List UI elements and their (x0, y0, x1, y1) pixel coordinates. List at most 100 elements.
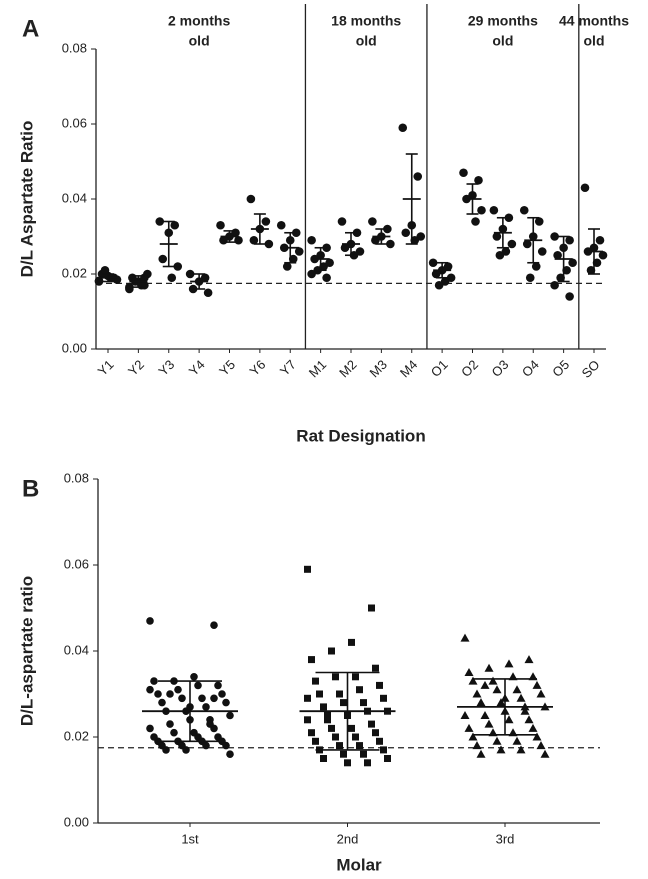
x-tick-label: Y6 (247, 357, 269, 379)
point (182, 746, 190, 754)
y-tick-label: 0.04 (62, 190, 87, 205)
y-tick-label: 0.00 (62, 340, 87, 355)
x-tick-label: Y4 (186, 357, 208, 379)
x-tick-label: M1 (306, 357, 329, 380)
point (372, 729, 379, 737)
point (568, 258, 577, 268)
point (336, 742, 343, 750)
point (146, 685, 154, 694)
point (146, 617, 154, 625)
point (376, 681, 383, 689)
point (431, 269, 441, 279)
point (348, 724, 355, 732)
point (489, 205, 499, 215)
point (534, 217, 544, 226)
y-axis-label: D/L Aspartate Ratio (17, 121, 36, 278)
point (332, 673, 339, 681)
point (304, 716, 311, 724)
x-tick-label: SO (579, 357, 603, 381)
point (380, 746, 387, 754)
point (480, 711, 490, 719)
x-tick-label: Y3 (155, 357, 177, 379)
point (316, 690, 323, 698)
point (202, 741, 210, 750)
point (206, 720, 214, 728)
point (322, 273, 331, 283)
point (598, 250, 608, 260)
point (410, 235, 420, 245)
point (173, 262, 183, 271)
point (528, 723, 538, 732)
point (522, 239, 532, 249)
point (372, 664, 379, 672)
point (336, 690, 343, 698)
point (356, 686, 363, 694)
point (328, 647, 335, 655)
point (264, 239, 274, 249)
point (476, 698, 486, 707)
point (216, 220, 225, 230)
point (492, 685, 502, 694)
point (476, 749, 486, 758)
point (249, 235, 259, 245)
point (194, 681, 202, 690)
point (401, 228, 411, 238)
x-tick-label: M2 (336, 357, 359, 380)
point (495, 250, 505, 260)
point (553, 250, 562, 260)
x-tick-label: Y1 (95, 357, 117, 379)
y-tick-label: 0.00 (64, 814, 89, 829)
point (308, 729, 315, 737)
point (586, 265, 596, 275)
point (202, 703, 210, 711)
point (550, 232, 559, 241)
point (504, 659, 514, 668)
point (595, 235, 605, 245)
group-label: old (492, 33, 513, 49)
x-tick-label: O5 (549, 357, 572, 380)
y-tick-label: 0.02 (62, 265, 87, 280)
point (158, 698, 166, 707)
y-tick-label: 0.08 (62, 40, 87, 55)
point (364, 759, 371, 767)
point (565, 292, 574, 301)
x-axis-label: Rat Designation (296, 426, 425, 445)
point (185, 269, 195, 279)
point (496, 745, 506, 754)
point (484, 719, 494, 728)
point (154, 690, 162, 698)
point (531, 262, 541, 271)
point (496, 698, 506, 707)
point (337, 217, 347, 226)
point (474, 175, 483, 185)
y-tick-label: 0.04 (64, 642, 89, 657)
point (246, 194, 256, 204)
point (100, 265, 110, 275)
point (332, 733, 339, 741)
point (170, 220, 180, 230)
point (234, 235, 243, 245)
x-tick-label: O3 (489, 357, 512, 380)
group-label: old (189, 33, 210, 49)
point (371, 235, 380, 245)
point (360, 699, 367, 707)
point (170, 728, 178, 737)
point (166, 720, 174, 728)
point (484, 663, 494, 672)
point (203, 288, 213, 298)
x-axis-label: Molar (336, 855, 382, 874)
point (492, 736, 502, 745)
point (308, 656, 315, 664)
point (580, 183, 590, 193)
point (428, 258, 438, 268)
point (386, 239, 395, 249)
x-tick-label: 3rd (496, 831, 515, 846)
point (324, 716, 331, 724)
point (352, 673, 359, 681)
point (376, 737, 383, 745)
point (464, 723, 474, 732)
point (468, 676, 478, 685)
point (344, 759, 351, 767)
point (166, 690, 174, 698)
point (536, 741, 546, 750)
